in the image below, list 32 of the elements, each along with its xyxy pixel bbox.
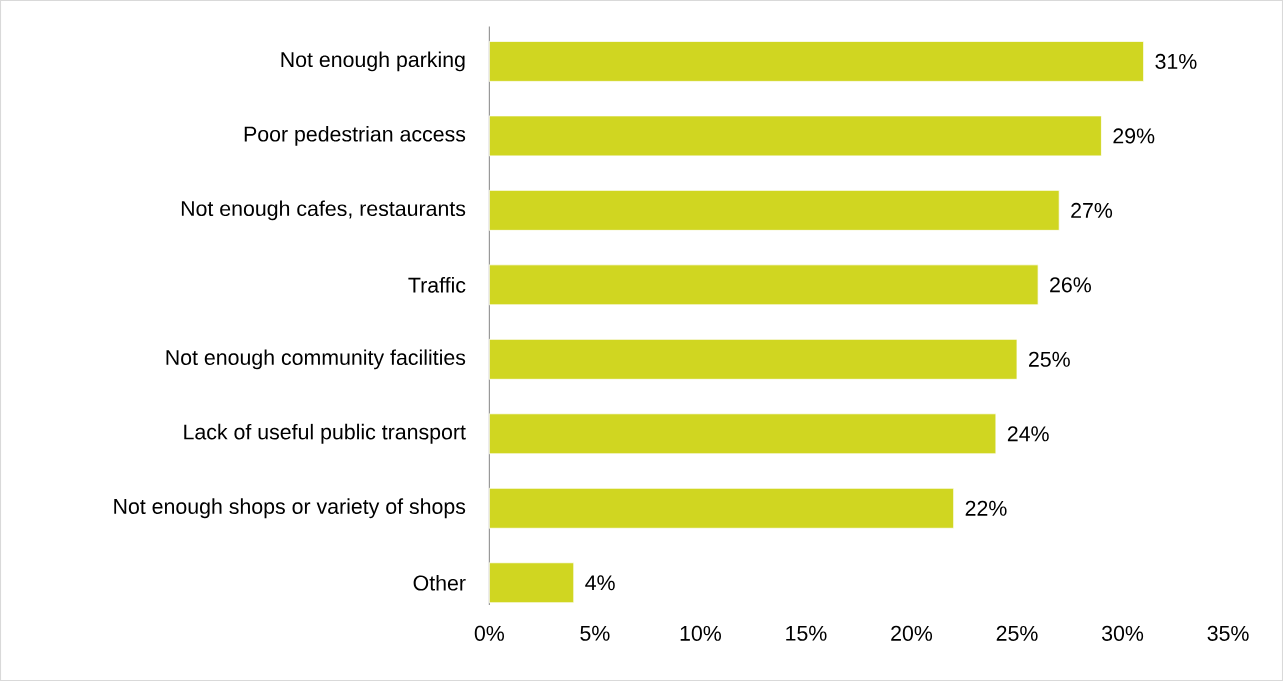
y-tick-label: Not enough parking <box>281 51 465 72</box>
y-tick-label: Not enough cafes, restaurants <box>181 200 466 221</box>
y-tick-label: Not enough shops or variety of shops <box>114 498 466 519</box>
bar <box>488 189 1060 231</box>
x-tick-label: 35% <box>1207 625 1249 641</box>
x-tick-label: 30% <box>1102 625 1144 641</box>
x-tick-label: 0% <box>474 625 505 641</box>
bar <box>488 338 1018 380</box>
x-tick-label: 20% <box>891 625 933 641</box>
y-tick-label: Traffic <box>408 276 466 293</box>
x-tick-label: 15% <box>786 625 827 641</box>
x-tick-label: 5% <box>580 625 610 641</box>
data-label: 22% <box>965 500 1007 516</box>
y-tick-label: Not enough community facilities <box>166 349 466 370</box>
data-label: 31% <box>1155 53 1197 69</box>
y-tick-label: Other <box>413 574 466 591</box>
bar <box>488 115 1102 157</box>
data-label: 26% <box>1050 277 1091 293</box>
data-label: 4% <box>585 575 615 591</box>
bar <box>488 413 997 455</box>
x-tick-label: 25% <box>996 625 1038 641</box>
data-label: 29% <box>1113 128 1155 144</box>
bar <box>488 487 955 529</box>
y-tick-label: Lack of useful public transport <box>184 423 466 444</box>
data-label: 24% <box>1007 426 1049 442</box>
x-tick-label: 10% <box>680 625 722 641</box>
data-label: 27% <box>1071 202 1113 218</box>
bar <box>488 264 1039 306</box>
data-label: 25% <box>1029 351 1070 367</box>
y-tick-label: Poor pedestrian access <box>244 125 466 146</box>
bar <box>488 40 1145 82</box>
bar <box>488 562 575 604</box>
